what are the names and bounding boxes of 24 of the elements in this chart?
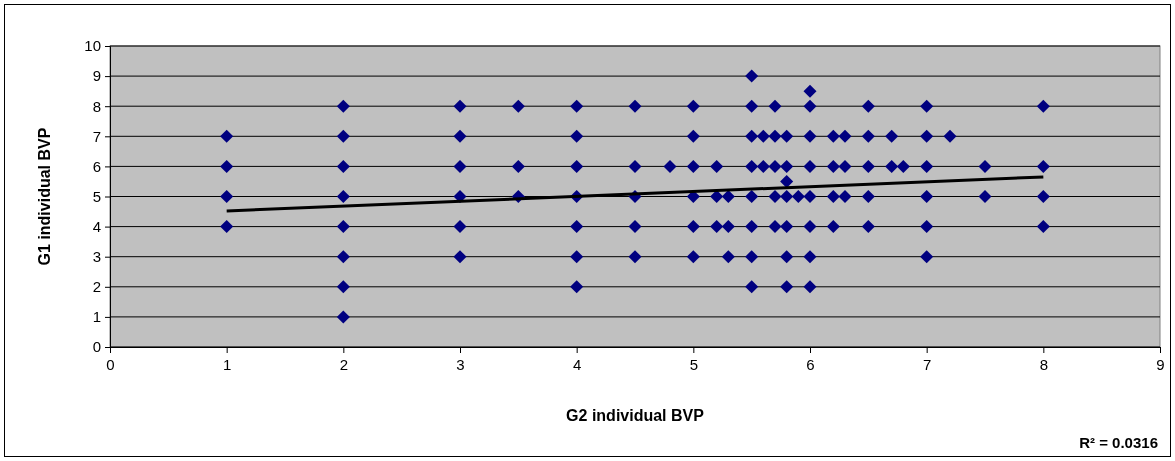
y-tick-label: 1: [92, 308, 101, 326]
y-tick-label: 2: [92, 278, 101, 296]
y-tick-label: 8: [92, 97, 101, 115]
text: R² = 0.0316: [1079, 434, 1158, 451]
y-axis-title: G1 individual BVP: [36, 127, 53, 266]
y-tick-label: 3: [92, 248, 101, 265]
x-tick-label: 9: [1156, 355, 1165, 373]
x-tick-label: 0: [106, 355, 115, 373]
x-tick-label: 5: [689, 355, 699, 373]
y-tick-label: 7: [92, 127, 101, 145]
x-tick-label: 6: [806, 355, 815, 373]
x-axis-title: G2 individual BVP: [566, 407, 705, 424]
y-tick-label: 4: [92, 217, 101, 235]
y-tick-label: 9: [92, 67, 101, 85]
x-tick-label: 2: [339, 355, 349, 373]
x-tick-label: 3: [456, 355, 465, 373]
y-tick-label: 0: [92, 338, 101, 356]
x-tick-label: 1: [222, 355, 232, 373]
y-tick-label: 10: [84, 37, 101, 55]
y-tick-label: 6: [92, 157, 101, 175]
x-tick-label: 7: [922, 355, 932, 373]
x-tick-label: 8: [1039, 355, 1049, 373]
x-tick-label: 4: [572, 355, 582, 373]
y-tick-label: 5: [92, 187, 101, 205]
